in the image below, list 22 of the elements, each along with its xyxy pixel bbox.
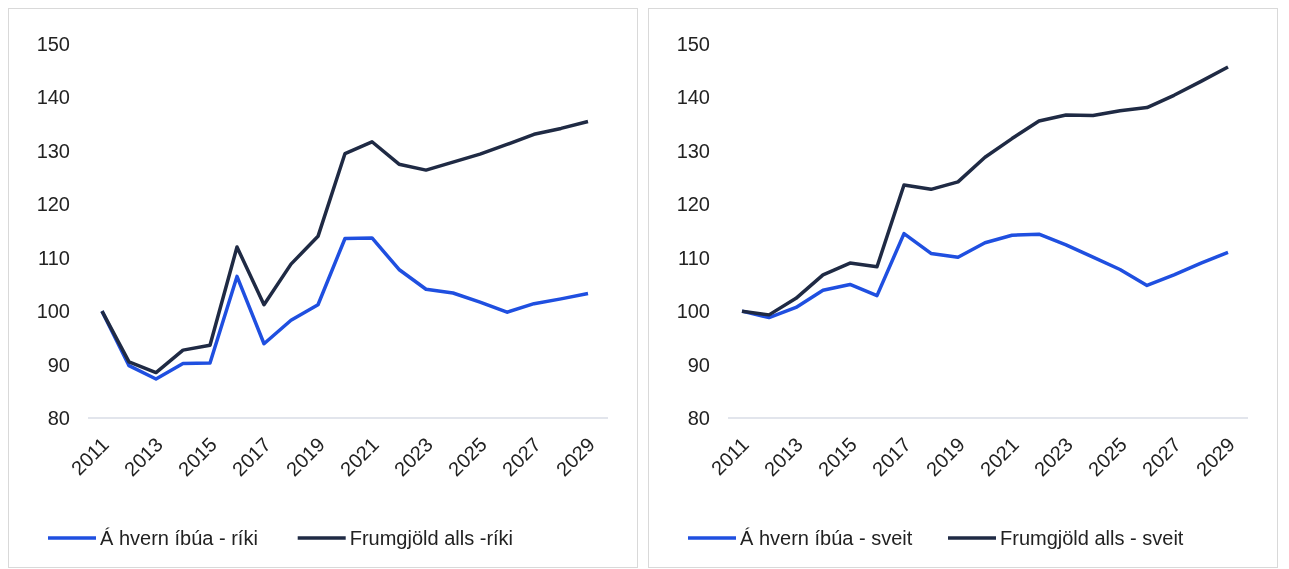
- legend-label: Frumgjöld alls -ríki: [349, 527, 514, 549]
- y-tick-label: 100: [676, 300, 710, 323]
- y-tick-label: 110: [38, 246, 70, 269]
- legend-label: Á hvern íbúa - ríki: [100, 527, 258, 549]
- y-tick-label: 150: [676, 33, 710, 55]
- line-series: [100, 119, 590, 375]
- y-tick-label: 130: [36, 139, 70, 162]
- legend-label: Frumgjöld alls - sveit: [1000, 527, 1184, 549]
- y-tick-label: 130: [676, 139, 710, 162]
- y-tick-label: 110: [678, 246, 710, 269]
- y-tick-label: 120: [36, 193, 70, 216]
- y-tick-label: 90: [687, 353, 710, 376]
- y-tick-label: 100: [36, 300, 70, 323]
- legend-label: Á hvern íbúa - sveit: [740, 527, 913, 549]
- y-tick-label: 80: [47, 407, 70, 429]
- y-tick-label: 140: [36, 86, 70, 109]
- y-tick-label: 150: [36, 33, 70, 55]
- y-tick-label: 80: [687, 407, 710, 429]
- y-tick-label: 140: [676, 86, 710, 109]
- line-series: [740, 65, 1230, 317]
- y-tick-label: 120: [676, 193, 710, 216]
- y-tick-label: 90: [47, 353, 70, 376]
